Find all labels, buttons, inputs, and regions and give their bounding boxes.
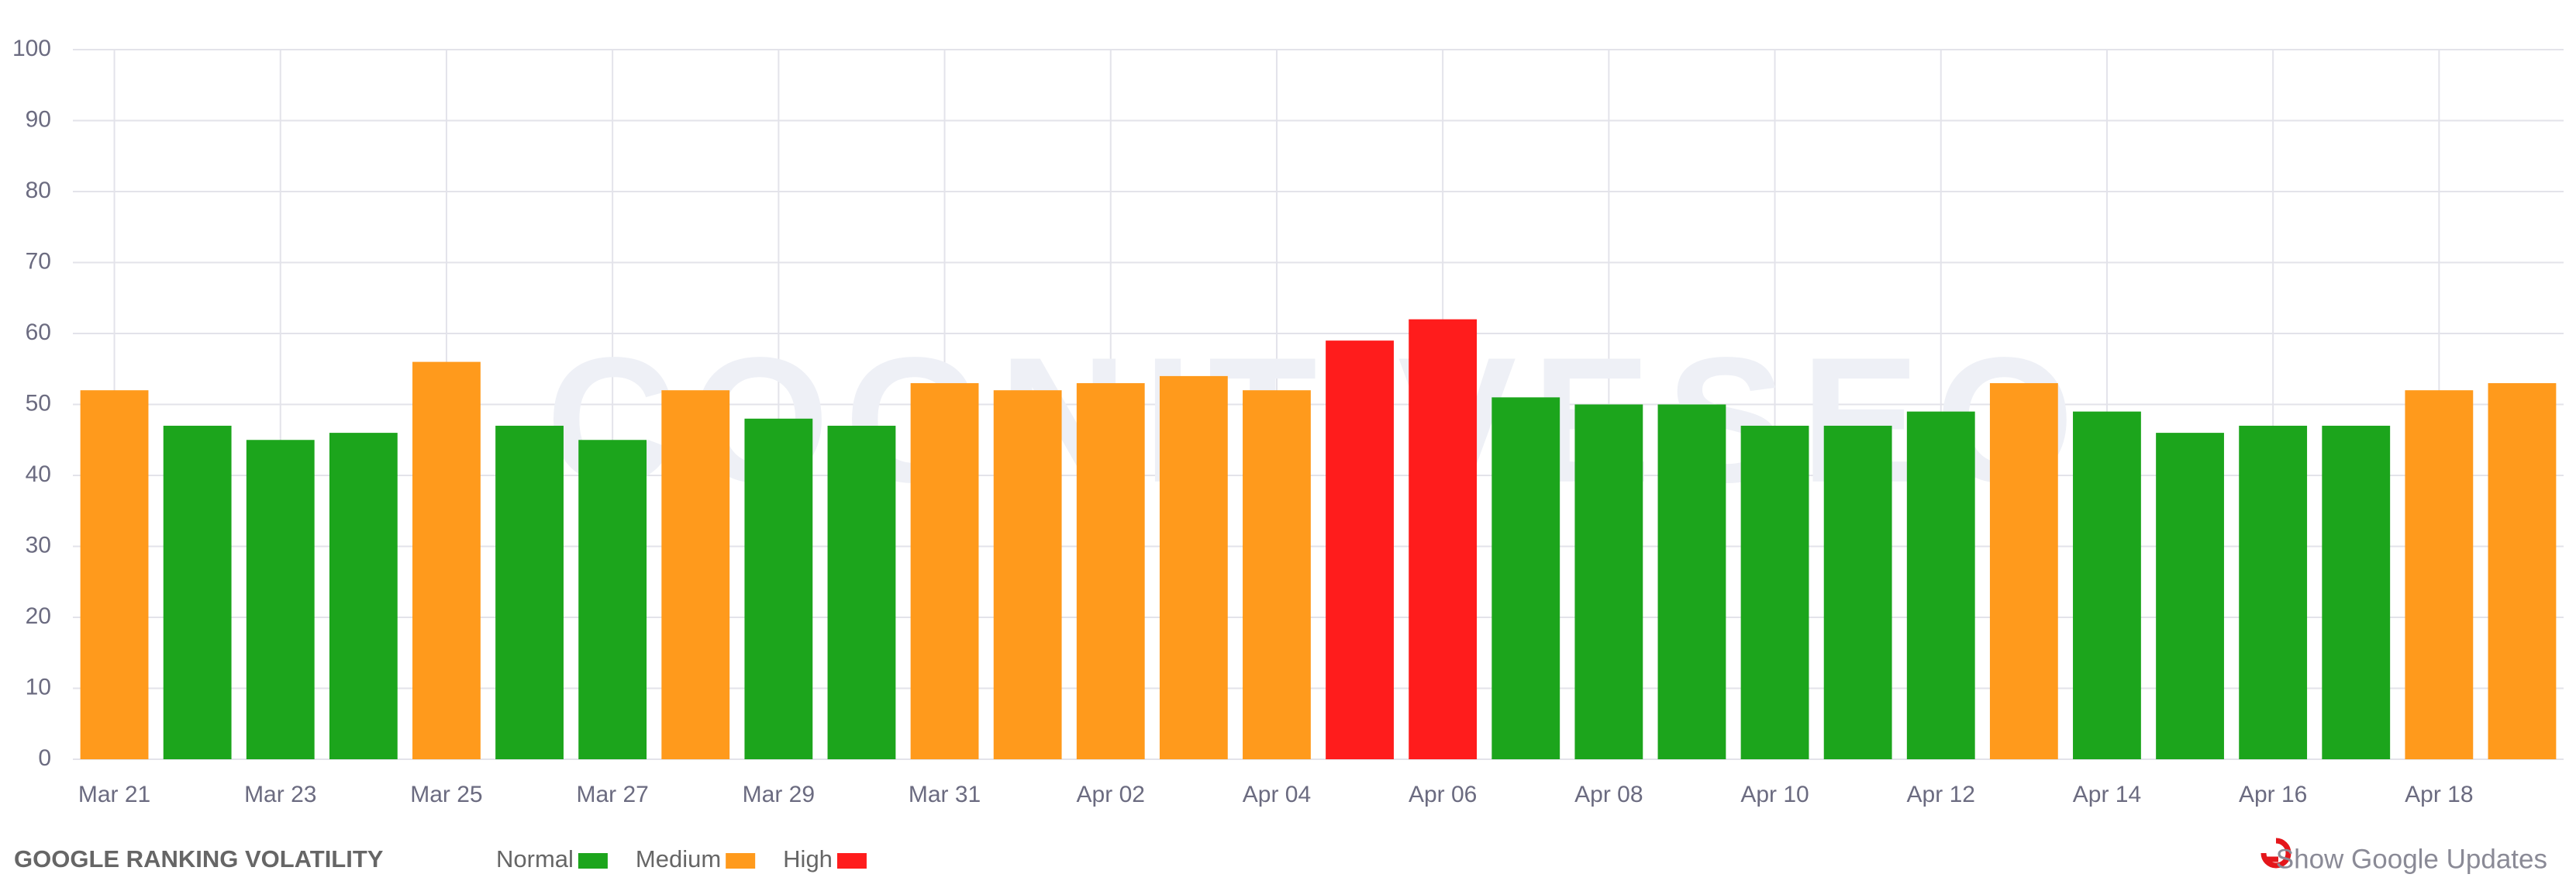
bar — [993, 390, 1062, 759]
x-tick-label: Apr 04 — [1243, 782, 1311, 807]
bar — [1989, 383, 2058, 759]
x-tick-label: Apr 18 — [2405, 782, 2473, 807]
chart-title: GOOGLE RANKING VOLATILITY — [14, 845, 384, 872]
bar — [80, 390, 149, 759]
bar — [1574, 404, 1643, 759]
legend-label: High — [783, 845, 833, 872]
bar — [578, 440, 647, 759]
bar — [163, 425, 232, 759]
legend-label: Normal — [496, 845, 574, 872]
y-tick-label: 50 — [26, 390, 51, 416]
x-tick-label: Mar 23 — [244, 782, 316, 807]
bar — [2073, 411, 2141, 759]
x-tick-label: Mar 25 — [410, 782, 482, 807]
y-tick-label: 60 — [26, 320, 51, 345]
x-tick-label: Apr 02 — [1077, 782, 1145, 807]
bar — [2488, 383, 2557, 759]
legend-swatch — [578, 853, 608, 869]
bar — [495, 425, 564, 759]
bar — [2239, 425, 2308, 759]
bar — [1409, 319, 1478, 759]
x-tick-label: Mar 31 — [909, 782, 981, 807]
x-tick-label: Apr 12 — [1907, 782, 1975, 807]
y-tick-label: 10 — [26, 674, 51, 700]
bar — [329, 433, 398, 759]
legend-swatch — [836, 853, 867, 869]
y-tick-label: 90 — [26, 106, 51, 132]
bar — [1076, 383, 1145, 759]
y-tick-label: 100 — [12, 36, 51, 61]
x-tick-label: Mar 27 — [576, 782, 648, 807]
bar — [1657, 404, 1726, 759]
bar — [1906, 411, 1975, 759]
x-tick-label: Mar 21 — [78, 782, 150, 807]
bar — [1326, 340, 1394, 759]
y-tick-label: 80 — [26, 178, 51, 203]
bar — [1243, 390, 1311, 759]
x-tick-label: Apr 16 — [2239, 782, 2307, 807]
bar — [744, 418, 813, 759]
legend-swatch — [726, 853, 756, 869]
y-tick-label: 70 — [26, 248, 51, 274]
bar — [1823, 425, 1892, 759]
bar — [2405, 390, 2474, 759]
bar — [1491, 397, 1560, 759]
x-tick-label: Apr 14 — [2073, 782, 2141, 807]
y-tick-label: 40 — [26, 461, 51, 487]
y-tick-label: 20 — [26, 603, 51, 629]
show-updates-button[interactable]: Show Google Updates — [2260, 838, 2547, 874]
bar — [1740, 425, 1809, 759]
bar — [246, 440, 315, 759]
x-tick-label: Mar 29 — [743, 782, 815, 807]
y-tick-label: 0 — [38, 745, 51, 771]
bar — [661, 390, 730, 759]
x-tick-label: Apr 08 — [1574, 782, 1643, 807]
bar — [1159, 375, 1228, 759]
bar — [910, 383, 979, 759]
bar — [412, 361, 481, 760]
legend-label: Medium — [636, 845, 721, 872]
bar — [827, 425, 896, 759]
bar — [2322, 425, 2391, 759]
y-tick-label: 30 — [26, 532, 51, 558]
bar — [2156, 433, 2224, 759]
x-tick-label: Apr 10 — [1740, 782, 1809, 807]
button-label[interactable]: Show Google Updates — [2276, 844, 2547, 874]
x-tick-label: Apr 06 — [1409, 782, 1477, 807]
